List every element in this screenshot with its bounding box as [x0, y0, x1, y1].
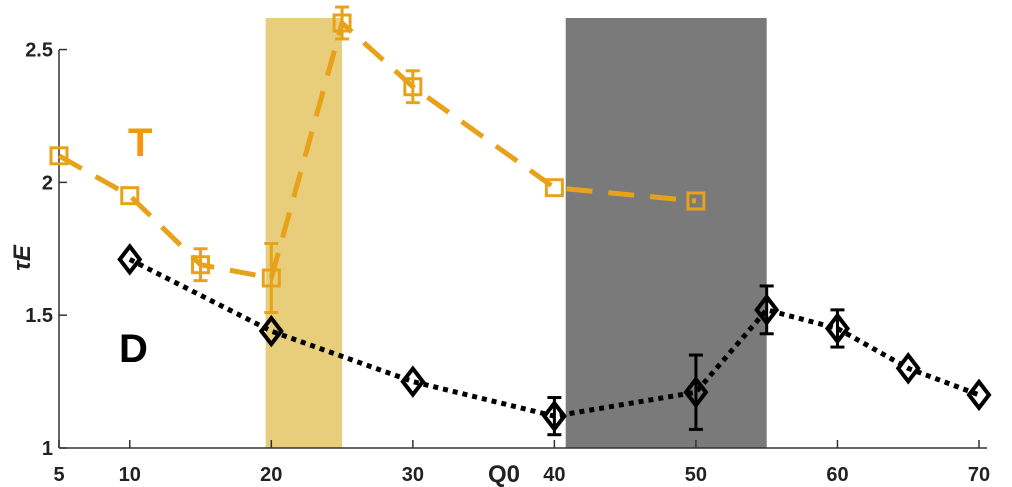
point-t-25: [332, 13, 352, 33]
point-d-10: [117, 243, 143, 276]
point-d-60: [824, 312, 850, 345]
ticks: 5 10 20 30 40 50 60 70 1 1.5 2 2.5: [25, 40, 990, 486]
point-t-40: [544, 178, 564, 198]
point-d-55: [754, 293, 780, 327]
point-d-40: [541, 399, 567, 433]
series-lines: [57, 18, 980, 419]
point-t-30: [403, 77, 423, 97]
point-d-50: [683, 375, 709, 409]
x-tick-label-40: 40: [543, 464, 565, 486]
point-t-20: [261, 268, 281, 288]
series-label-t: T: [128, 121, 152, 165]
point-t-50: [686, 191, 706, 211]
error-bar-t-15: [193, 247, 208, 283]
series-label-d: D: [119, 327, 148, 371]
y-tick-label-1.5: 1.5: [25, 305, 53, 327]
x-axis-label: Q0: [488, 461, 520, 487]
error-bar-d-50: [688, 353, 703, 431]
point-t-15: [191, 255, 211, 275]
axes: [58, 50, 987, 449]
y-tick-label-2: 2: [42, 172, 53, 194]
shaded-region-1: [265, 18, 343, 448]
point-t-10: [120, 186, 140, 206]
y-tick-label-1: 1: [42, 438, 53, 460]
y-axis-label: τE: [9, 244, 36, 271]
error-bar-t-20: [264, 241, 279, 315]
point-t-5: [49, 146, 69, 166]
y-tick-label-2.5: 2.5: [25, 40, 53, 62]
x-tick-label-5: 5: [53, 464, 64, 486]
point-d-20: [258, 314, 284, 348]
series-markers: [49, 5, 992, 437]
series-line-d: [128, 257, 980, 419]
error-bar-t-30: [405, 69, 420, 105]
shaded-region-2: [565, 18, 767, 448]
error-bar-t-25: [335, 5, 350, 41]
x-tick-label-20: 20: [260, 464, 282, 486]
series-line-t: [57, 18, 697, 281]
x-tick-label-30: 30: [402, 464, 424, 486]
shaded-regions: [265, 18, 767, 448]
x-tick-label-50: 50: [685, 464, 707, 486]
point-d-65: [895, 352, 921, 385]
point-d-30: [400, 365, 426, 398]
x-tick-label-70: 70: [968, 464, 990, 486]
x-tick-label-60: 60: [826, 464, 848, 486]
point-d-70: [966, 378, 992, 412]
x-tick-label-10: 10: [119, 464, 141, 486]
